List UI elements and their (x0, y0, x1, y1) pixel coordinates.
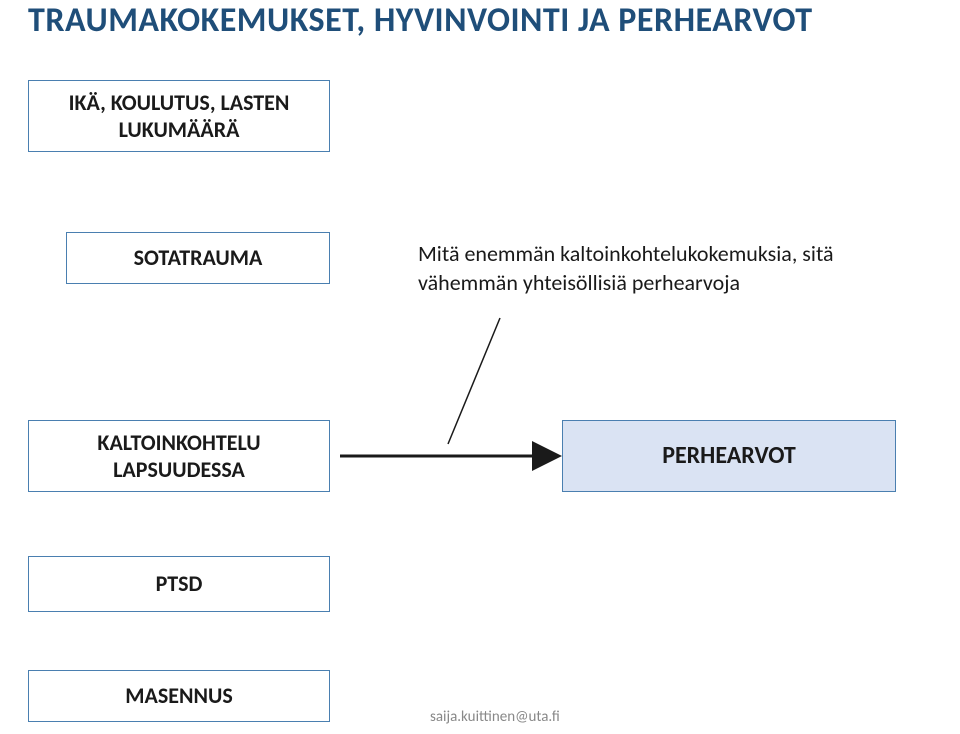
box-sotatrauma: SOTATRAUMA (66, 232, 330, 284)
page-title: TRAUMAKOKEMUKSET, HYVINVOINTI JA PERHEAR… (28, 0, 813, 41)
connector-annotation-to-arrow (448, 318, 500, 444)
box-ptsd-label: PTSD (156, 570, 203, 598)
box-masennus-label: MASENNUS (125, 682, 232, 710)
footer-email: saija.kuittinen@uta.fi (430, 708, 560, 726)
box-sotatrauma-label: SOTATRAUMA (134, 244, 263, 272)
box-perhearvot-label: PERHEARVOT (662, 441, 796, 471)
annotation-text: Mitä enemmän kaltoinkohtelukokemuksia, s… (418, 240, 834, 297)
box-masennus: MASENNUS (28, 670, 330, 722)
box-ika-label: IKÄ, KOULUTUS, LASTENLUKUMÄÄRÄ (69, 89, 290, 144)
box-ika-koulutus: IKÄ, KOULUTUS, LASTENLUKUMÄÄRÄ (28, 80, 330, 152)
box-kaltoinkohtelu: KALTOINKOHTELULAPSUUDESSA (28, 420, 330, 492)
box-kaltoinkohtelu-label: KALTOINKOHTELULAPSUUDESSA (97, 429, 260, 484)
box-ptsd: PTSD (28, 556, 330, 612)
box-perhearvot: PERHEARVOT (562, 420, 896, 492)
